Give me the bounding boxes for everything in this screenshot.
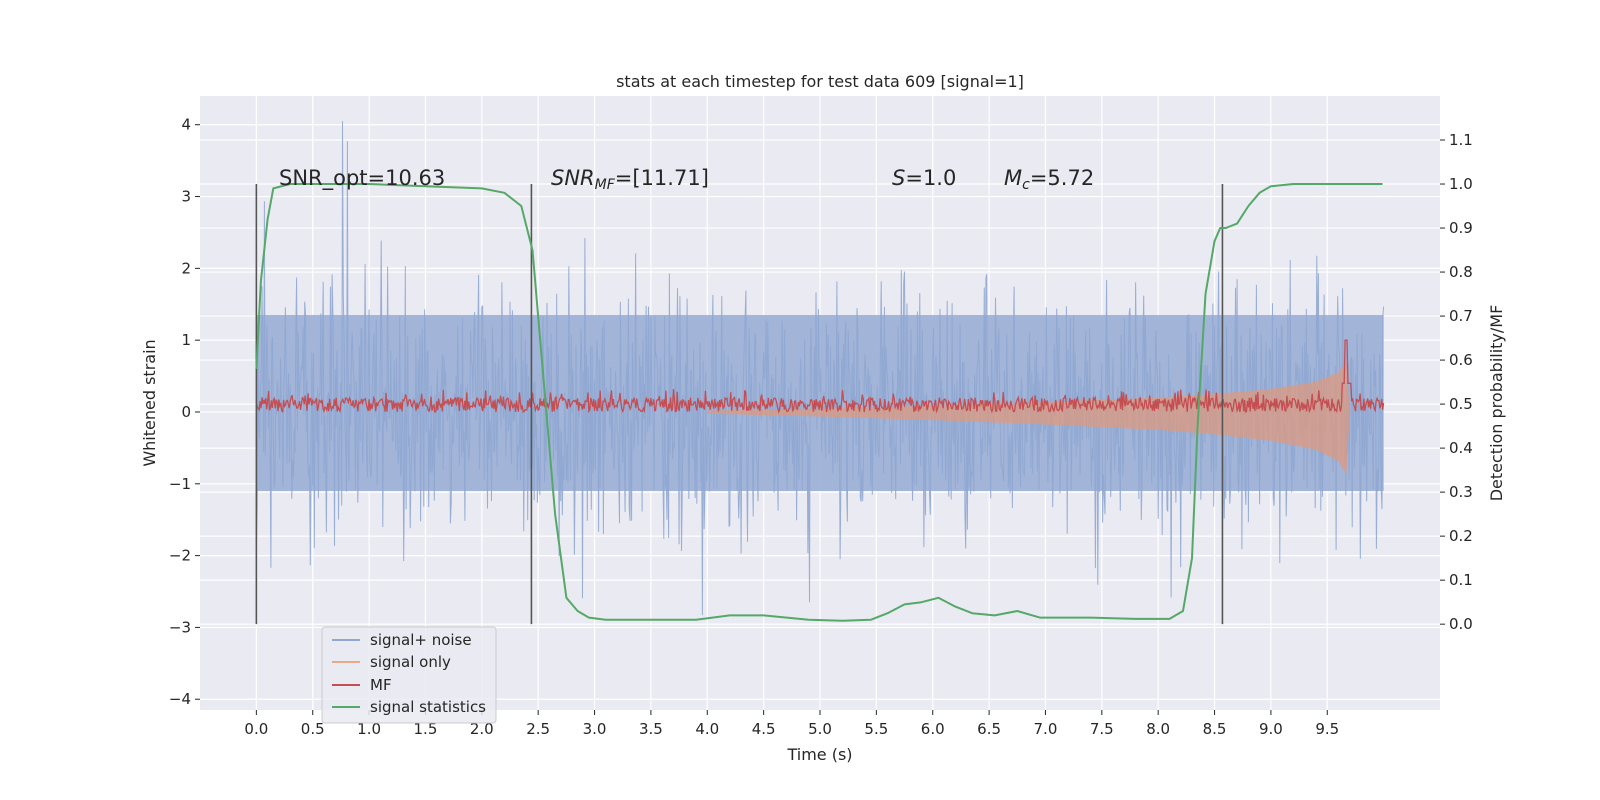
y2-tick-label: 1.1 (1449, 131, 1473, 149)
y-ticks: −4 −3 −2 −1 0 1 2 3 4 (169, 116, 200, 708)
x-tick-label: 1.0 (357, 720, 381, 738)
y2-tick-label: 0.1 (1449, 571, 1473, 589)
y2-tick-label: 0.7 (1449, 307, 1473, 325)
x-tick-label: 6.5 (977, 720, 1001, 738)
y-tick-label: −3 (169, 618, 191, 636)
x-tick-label: 6.0 (921, 720, 945, 738)
y-tick-label: 3 (181, 188, 191, 206)
x-tick-label: 4.5 (752, 720, 776, 738)
annotation-mc-main: M (1004, 166, 1022, 190)
signal-noise-line (255, 121, 1385, 616)
mf-line (255, 339, 1385, 414)
x-ticks: 0.0 0.5 1.0 1.5 2.0 2.5 3.0 3.5 4.0 4.5 5.0 5.5 6.0 6… (244, 710, 1339, 738)
legend-label-signal-only: signal only (370, 653, 451, 671)
y-tick-label: 4 (181, 116, 191, 134)
annotation-snr-mf-value: =[11.71] (615, 166, 709, 190)
y2-tick-label: 0.9 (1449, 219, 1473, 237)
y-tick-label: −2 (169, 547, 191, 565)
y2-ticks: 0.0 0.1 0.2 0.3 0.4 0.5 0.6 0.7 0.8 0.9 1.0 1.1 (1440, 131, 1473, 633)
y-tick-label: −1 (169, 475, 191, 493)
x-tick-label: 0.0 (244, 720, 268, 738)
annotation-s-value: =1.0 (905, 166, 956, 190)
x-tick-label: 5.5 (864, 720, 888, 738)
y2-tick-label: 0.8 (1449, 263, 1473, 281)
x-tick-label: 0.5 (301, 720, 325, 738)
y-tick-label: 0 (181, 403, 191, 421)
signal-statistics-line (255, 183, 1383, 622)
x-tick-label: 4.0 (695, 720, 719, 738)
y-tick-label: −4 (169, 690, 191, 708)
y2-tick-label: 0.5 (1449, 395, 1473, 413)
x-tick-label: 3.5 (639, 720, 663, 738)
legend-label-mf: MF (370, 676, 392, 694)
y-tick-label: 1 (181, 331, 191, 349)
annotation-s-main: S (892, 166, 905, 190)
annotation-snr-opt: SNR_opt=10.63 (279, 166, 445, 191)
legend-label-signal-noise: signal+ noise (370, 631, 472, 649)
x-tick-label: 7.0 (1034, 720, 1058, 738)
annotation-mc: Mc=5.72 (1004, 166, 1094, 193)
y-tick-label: 2 (181, 259, 191, 277)
annotation-mc-value: =5.72 (1030, 166, 1094, 190)
y2-tick-label: 0.4 (1449, 439, 1473, 457)
legend: signal+ noise signal only MF signal stat… (321, 626, 497, 724)
x-axis-label: Time (s) (786, 745, 852, 764)
y-axis-label: Whitened strain (140, 339, 159, 466)
x-tick-label: 8.5 (1203, 720, 1227, 738)
y2-tick-label: 0.3 (1449, 483, 1473, 501)
x-tick-label: 7.5 (1090, 720, 1114, 738)
annotation-snr-mf: SNRMF=[11.71] (551, 166, 709, 193)
x-tick-label: 2.5 (526, 720, 550, 738)
annotation-snr-mf-sub: MF (595, 177, 616, 193)
x-tick-label: 9.5 (1315, 720, 1339, 738)
x-tick-label: 9.0 (1259, 720, 1283, 738)
x-tick-label: 3.0 (583, 720, 607, 738)
annotation-mc-sub: c (1022, 177, 1030, 193)
vertical-markers (255, 184, 1224, 625)
x-tick-label: 5.0 (808, 720, 832, 738)
x-tick-label: 1.5 (414, 720, 438, 738)
legend-box (321, 626, 497, 724)
y2-tick-label: 0.6 (1449, 351, 1473, 369)
signal-only-envelope (707, 361, 1350, 475)
y2-axis-label: Detection probability/MF (1487, 305, 1506, 502)
annotation-s: S=1.0 (892, 166, 956, 190)
chart-title: stats at each timestep for test data 609… (616, 72, 1024, 91)
x-tick-label: 8.0 (1146, 720, 1170, 738)
x-tick-label: 2.0 (470, 720, 494, 738)
y2-tick-label: 0.0 (1449, 615, 1473, 633)
legend-label-signal-statistics: signal statistics (370, 698, 486, 716)
signal-statistics-series (255, 183, 1383, 622)
y2-tick-label: 0.2 (1449, 527, 1473, 545)
mf-series (255, 339, 1385, 414)
annotation-snr-mf-main: SNR (551, 166, 595, 190)
y2-tick-label: 1.0 (1449, 175, 1473, 193)
signal-only-series (707, 361, 1350, 475)
